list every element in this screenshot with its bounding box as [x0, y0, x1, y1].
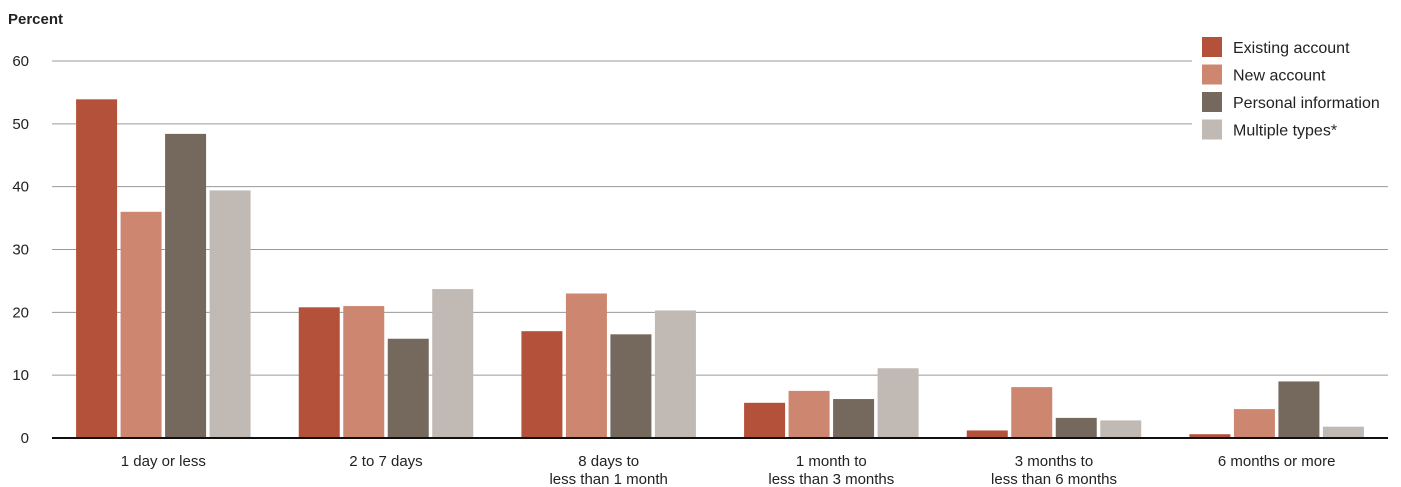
bar	[76, 99, 118, 438]
bar	[1189, 434, 1231, 438]
bar	[1233, 409, 1275, 438]
bar	[1011, 387, 1053, 438]
bar	[610, 334, 652, 438]
legend-swatch	[1202, 92, 1222, 112]
bar	[432, 289, 474, 438]
bar	[298, 307, 340, 438]
legend-swatch	[1202, 119, 1222, 140]
legend-label: Existing account	[1233, 40, 1350, 57]
y-tick-label: 40	[12, 179, 29, 196]
bar	[209, 190, 251, 438]
y-tick-label: 20	[12, 304, 29, 321]
bars	[76, 99, 1364, 439]
x-category-label: less than 3 months	[768, 471, 894, 487]
bar	[744, 402, 786, 438]
x-category-label: less than 6 months	[991, 471, 1117, 487]
legend-label: Personal information	[1233, 95, 1380, 112]
x-category-label: 1 day or less	[121, 453, 206, 470]
y-tick-label: 60	[12, 53, 29, 70]
bar	[343, 306, 385, 438]
y-tick-label: 10	[12, 367, 29, 384]
legend-label: Multiple types*	[1233, 123, 1337, 140]
bar	[788, 390, 830, 438]
bar	[966, 430, 1008, 438]
bar	[654, 310, 696, 438]
y-tick-label: 50	[12, 116, 29, 133]
bar	[877, 368, 919, 438]
y-tick-label: 0	[21, 430, 29, 447]
grid-lines	[52, 60, 1388, 376]
bar	[833, 399, 875, 438]
x-category-label: 2 to 7 days	[349, 453, 422, 470]
bar	[165, 133, 207, 439]
bar	[1278, 381, 1320, 438]
y-axis-ticks: 0 10 20 30 40 50 60	[12, 53, 29, 447]
bar	[1100, 420, 1142, 438]
y-axis-label: Percent	[8, 11, 63, 28]
legend-swatch	[1202, 64, 1222, 85]
x-category-label: 1 month to	[796, 453, 867, 470]
bar	[120, 211, 162, 438]
bar	[1322, 426, 1364, 438]
x-category-label: 6 months or more	[1218, 453, 1336, 470]
legend-swatch	[1202, 37, 1222, 57]
legend: Existing account New account Personal info…	[1202, 37, 1380, 140]
x-category-label: 3 months to	[1015, 453, 1093, 470]
x-category-label: less than 1 month	[549, 471, 667, 487]
x-category-label: 8 days to	[578, 453, 639, 470]
bar	[521, 331, 563, 438]
y-tick-label: 30	[12, 242, 29, 259]
bar	[1055, 417, 1097, 438]
bar	[565, 293, 607, 438]
bar	[387, 338, 429, 438]
legend-label: New account	[1233, 68, 1326, 85]
